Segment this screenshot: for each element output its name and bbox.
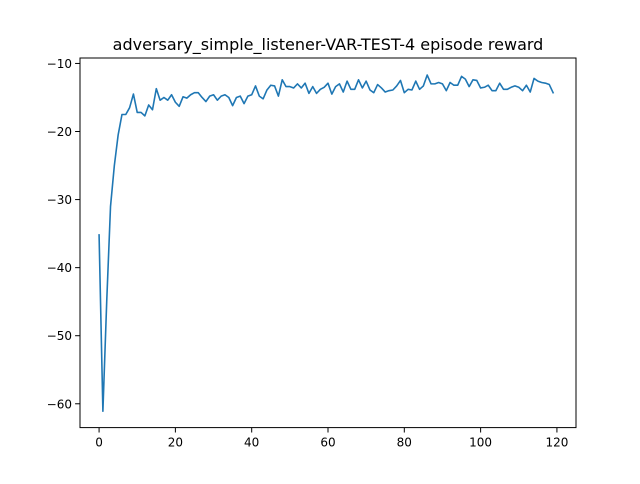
series-line-0 bbox=[98, 74, 555, 413]
y-tick-label: −30 bbox=[47, 193, 72, 207]
y-tick-label: −50 bbox=[47, 329, 72, 343]
x-tick-label: 120 bbox=[545, 436, 568, 450]
chart-title: adversary_simple_listener-VAR-TEST-4 epi… bbox=[113, 35, 544, 55]
x-tick-label: 100 bbox=[469, 436, 492, 450]
y-tick-label: −40 bbox=[47, 261, 72, 275]
y-tick-label: −60 bbox=[47, 397, 72, 411]
x-tick-label: 40 bbox=[244, 436, 259, 450]
plot-area bbox=[98, 74, 555, 413]
x-tick-label: 20 bbox=[168, 436, 183, 450]
y-tick-label: −20 bbox=[47, 125, 72, 139]
x-tick-label: 0 bbox=[95, 436, 103, 450]
axes-frame bbox=[79, 57, 577, 429]
y-axis: −60 −50 −40 −30 −20 −10 bbox=[47, 57, 80, 411]
y-tick-label: −10 bbox=[47, 57, 72, 71]
x-tick-label: 80 bbox=[397, 436, 412, 450]
x-axis: 0 20 40 60 80 100 120 bbox=[95, 427, 568, 450]
x-tick-label: 60 bbox=[320, 436, 335, 450]
